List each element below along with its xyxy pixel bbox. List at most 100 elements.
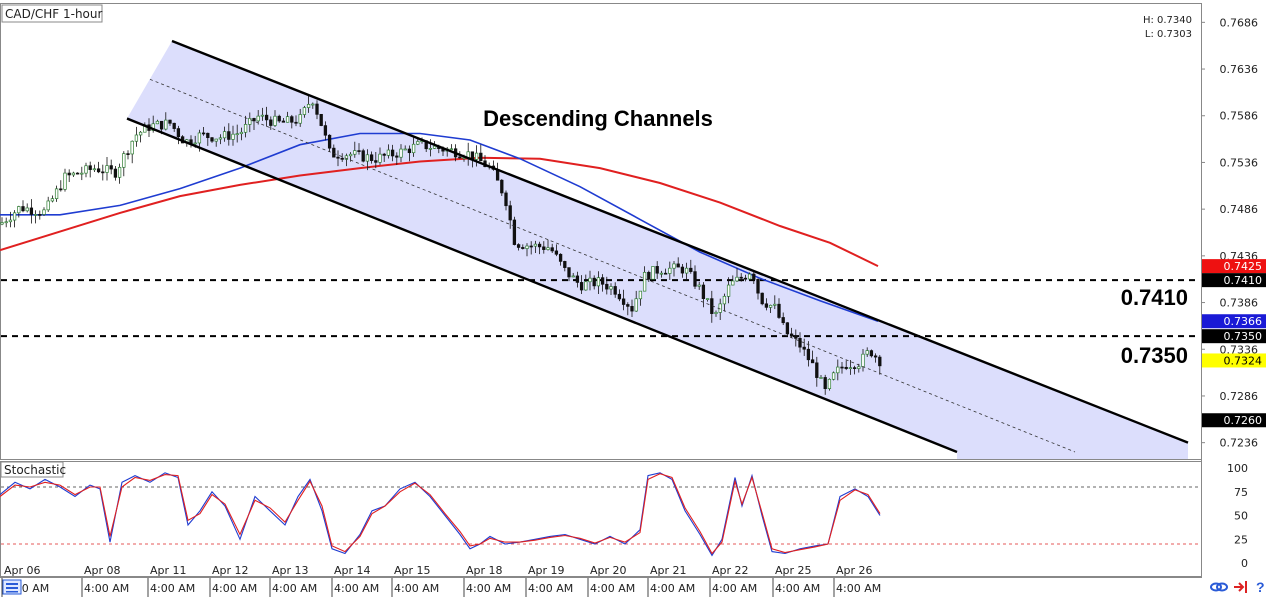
candle-body [298, 114, 302, 124]
candle [369, 151, 374, 164]
candle [605, 276, 609, 295]
x-date-label: Apr 15 [394, 564, 431, 577]
candle [227, 123, 231, 146]
candle-body [663, 272, 668, 275]
candle [760, 292, 764, 306]
candle [735, 267, 739, 283]
candle [311, 102, 315, 109]
candle [8, 211, 13, 228]
candle [663, 268, 668, 275]
candle [71, 171, 76, 178]
candle-body [281, 120, 286, 123]
candle [399, 144, 403, 163]
candle-body [752, 273, 756, 280]
candle [739, 273, 743, 282]
candle-body [613, 286, 617, 295]
candle [12, 210, 17, 228]
candle-body [521, 247, 525, 249]
candle-body [542, 246, 546, 250]
candle-body [806, 348, 811, 361]
candle-body [869, 350, 874, 357]
candle [281, 118, 286, 123]
candle [516, 243, 521, 251]
candle [319, 113, 323, 127]
candle-body [432, 145, 437, 149]
candle [290, 114, 294, 129]
candle-body [206, 132, 210, 139]
candle-body [130, 140, 134, 155]
candle [827, 378, 832, 391]
price-tick-label: 0.7236 [1220, 437, 1259, 450]
candle [773, 295, 777, 310]
candle [67, 169, 71, 183]
candle [109, 159, 113, 175]
candle-body [739, 276, 743, 279]
candle [126, 150, 130, 160]
stochastic-tick-label: 0 [1241, 557, 1248, 570]
candle-body [374, 160, 378, 163]
candle [844, 360, 848, 371]
help-icon[interactable]: ? [1256, 579, 1265, 595]
x-date-label: Apr 26 [836, 564, 873, 577]
candle [42, 207, 46, 217]
candle [357, 143, 361, 155]
price-tag-0.7425: 0.7425 [1202, 259, 1266, 274]
candle-body [731, 280, 735, 286]
arrow-in-icon[interactable] [1234, 581, 1247, 593]
candle-body [88, 165, 92, 170]
candle-body [193, 142, 197, 145]
candle [248, 112, 252, 133]
candle-body [768, 304, 773, 308]
candle-body [84, 165, 88, 174]
candle-body [630, 306, 634, 312]
candle [575, 271, 580, 288]
candle [302, 105, 307, 118]
candle-body [558, 253, 563, 262]
x-date-label: Apr 18 [466, 564, 503, 577]
sma-fast-line [0, 132, 879, 322]
link-icon[interactable] [1210, 582, 1228, 592]
candle [785, 322, 790, 336]
candle [512, 216, 517, 246]
candle-body [596, 277, 601, 287]
stochastic-label-box [0, 461, 64, 478]
candle [600, 274, 605, 292]
candle [113, 166, 118, 181]
candle [768, 304, 773, 313]
candle-body [218, 137, 223, 140]
candle [815, 356, 819, 387]
candle-body [504, 192, 508, 207]
candle [134, 126, 139, 147]
candle [210, 137, 214, 143]
menu-grid-icon[interactable] [2, 579, 22, 595]
candle-body [273, 115, 277, 126]
x-time-label: 4:00 AM [84, 582, 129, 595]
candle-body [735, 276, 739, 282]
candle-body [794, 335, 798, 339]
candle [38, 210, 42, 220]
x-date-label: Apr 20 [590, 564, 627, 577]
candle-body [546, 247, 550, 250]
candle-body [214, 138, 218, 142]
candle-body [575, 275, 580, 283]
candle-body [168, 119, 172, 124]
candle [747, 272, 752, 281]
candle-body [525, 245, 529, 249]
candle-body [592, 277, 596, 287]
candle [584, 274, 588, 291]
candle-body [172, 122, 176, 129]
stochastic-panel [0, 472, 1200, 557]
candle [500, 179, 504, 196]
candle [382, 152, 386, 162]
candle [59, 180, 63, 192]
x-date-label: Apr 13 [272, 564, 309, 577]
low-label: L: 0.7303 [1145, 29, 1192, 40]
x-time-label: 4:00 AM [394, 582, 439, 595]
candle [504, 190, 508, 211]
candle [479, 144, 483, 162]
candle [596, 271, 601, 294]
candle [0, 217, 4, 226]
x-time-label: 4:00 AM [212, 582, 257, 595]
x-time-label: 4:00 AM [836, 582, 881, 595]
candle [634, 290, 638, 312]
